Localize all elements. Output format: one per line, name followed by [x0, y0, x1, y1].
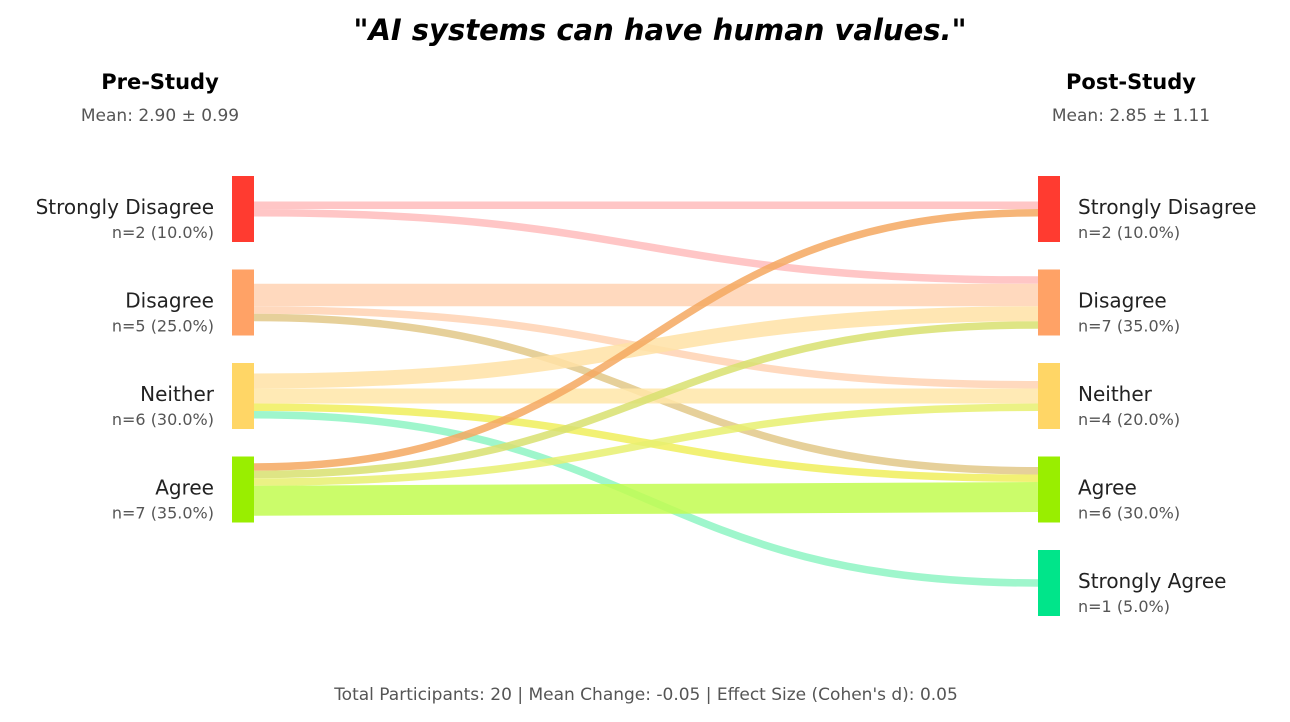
chart-title: "AI systems can have human values." [353, 13, 966, 47]
pre-count-disagree: n=5 (25.0%) [112, 317, 214, 336]
post-study-mean: Mean: 2.85 ± 1.11 [1052, 106, 1210, 126]
post-label-agree: Agree [1078, 476, 1137, 500]
pre-study-mean: Mean: 2.90 ± 0.99 [81, 106, 239, 126]
nodes-layer [232, 176, 1060, 616]
chart-footer: Total Participants: 20 | Mean Change: -0… [333, 685, 958, 705]
pre-label-neither: Neither [140, 382, 215, 406]
post-count-strongly-agree: n=1 (5.0%) [1078, 597, 1170, 616]
post-label-strongly-disagree: Strongly Disagree [1078, 195, 1256, 219]
post-node-strongly-disagree [1038, 176, 1060, 242]
pre-label-disagree: Disagree [125, 289, 214, 313]
flow-neither-to-disagree [253, 306, 1039, 389]
flow-agree-to-agree [253, 482, 1039, 516]
flow-agree-to-strongly-disagree [253, 209, 1039, 471]
post-label-disagree: Disagree [1078, 289, 1167, 313]
flow-strongly-disagree-to-disagree [253, 209, 1039, 284]
post-node-agree [1038, 456, 1060, 523]
pre-node-disagree [232, 269, 254, 336]
post-study-header: Post-Study [1066, 70, 1196, 94]
post-node-disagree [1038, 269, 1060, 336]
pre-count-agree: n=7 (35.0%) [112, 504, 214, 523]
pre-node-strongly-disagree [232, 176, 254, 242]
pre-study-header: Pre-Study [101, 70, 219, 94]
post-node-neither [1038, 363, 1060, 429]
post-label-neither: Neither [1078, 382, 1153, 406]
labels-layer: Strongly Disagree n=2 (10.0%) Disagree n=5 … [36, 195, 1257, 616]
pre-label-strongly-disagree: Strongly Disagree [36, 195, 214, 219]
pre-node-neither [232, 363, 254, 429]
flows-layer [253, 201, 1039, 587]
pre-node-agree [232, 456, 254, 523]
post-label-strongly-agree: Strongly Agree [1078, 569, 1226, 593]
pre-count-strongly-disagree: n=2 (10.0%) [112, 223, 214, 242]
pre-label-agree: Agree [155, 476, 214, 500]
flow-agree-to-neither [253, 403, 1039, 486]
post-node-strongly-agree [1038, 550, 1060, 616]
post-count-strongly-disagree: n=2 (10.0%) [1078, 223, 1180, 242]
post-count-neither: n=4 (20.0%) [1078, 410, 1180, 429]
post-count-agree: n=6 (30.0%) [1078, 504, 1180, 523]
pre-count-neither: n=6 (30.0%) [112, 410, 214, 429]
post-count-disagree: n=7 (35.0%) [1078, 317, 1180, 336]
flow-agree-to-disagree [253, 321, 1039, 479]
